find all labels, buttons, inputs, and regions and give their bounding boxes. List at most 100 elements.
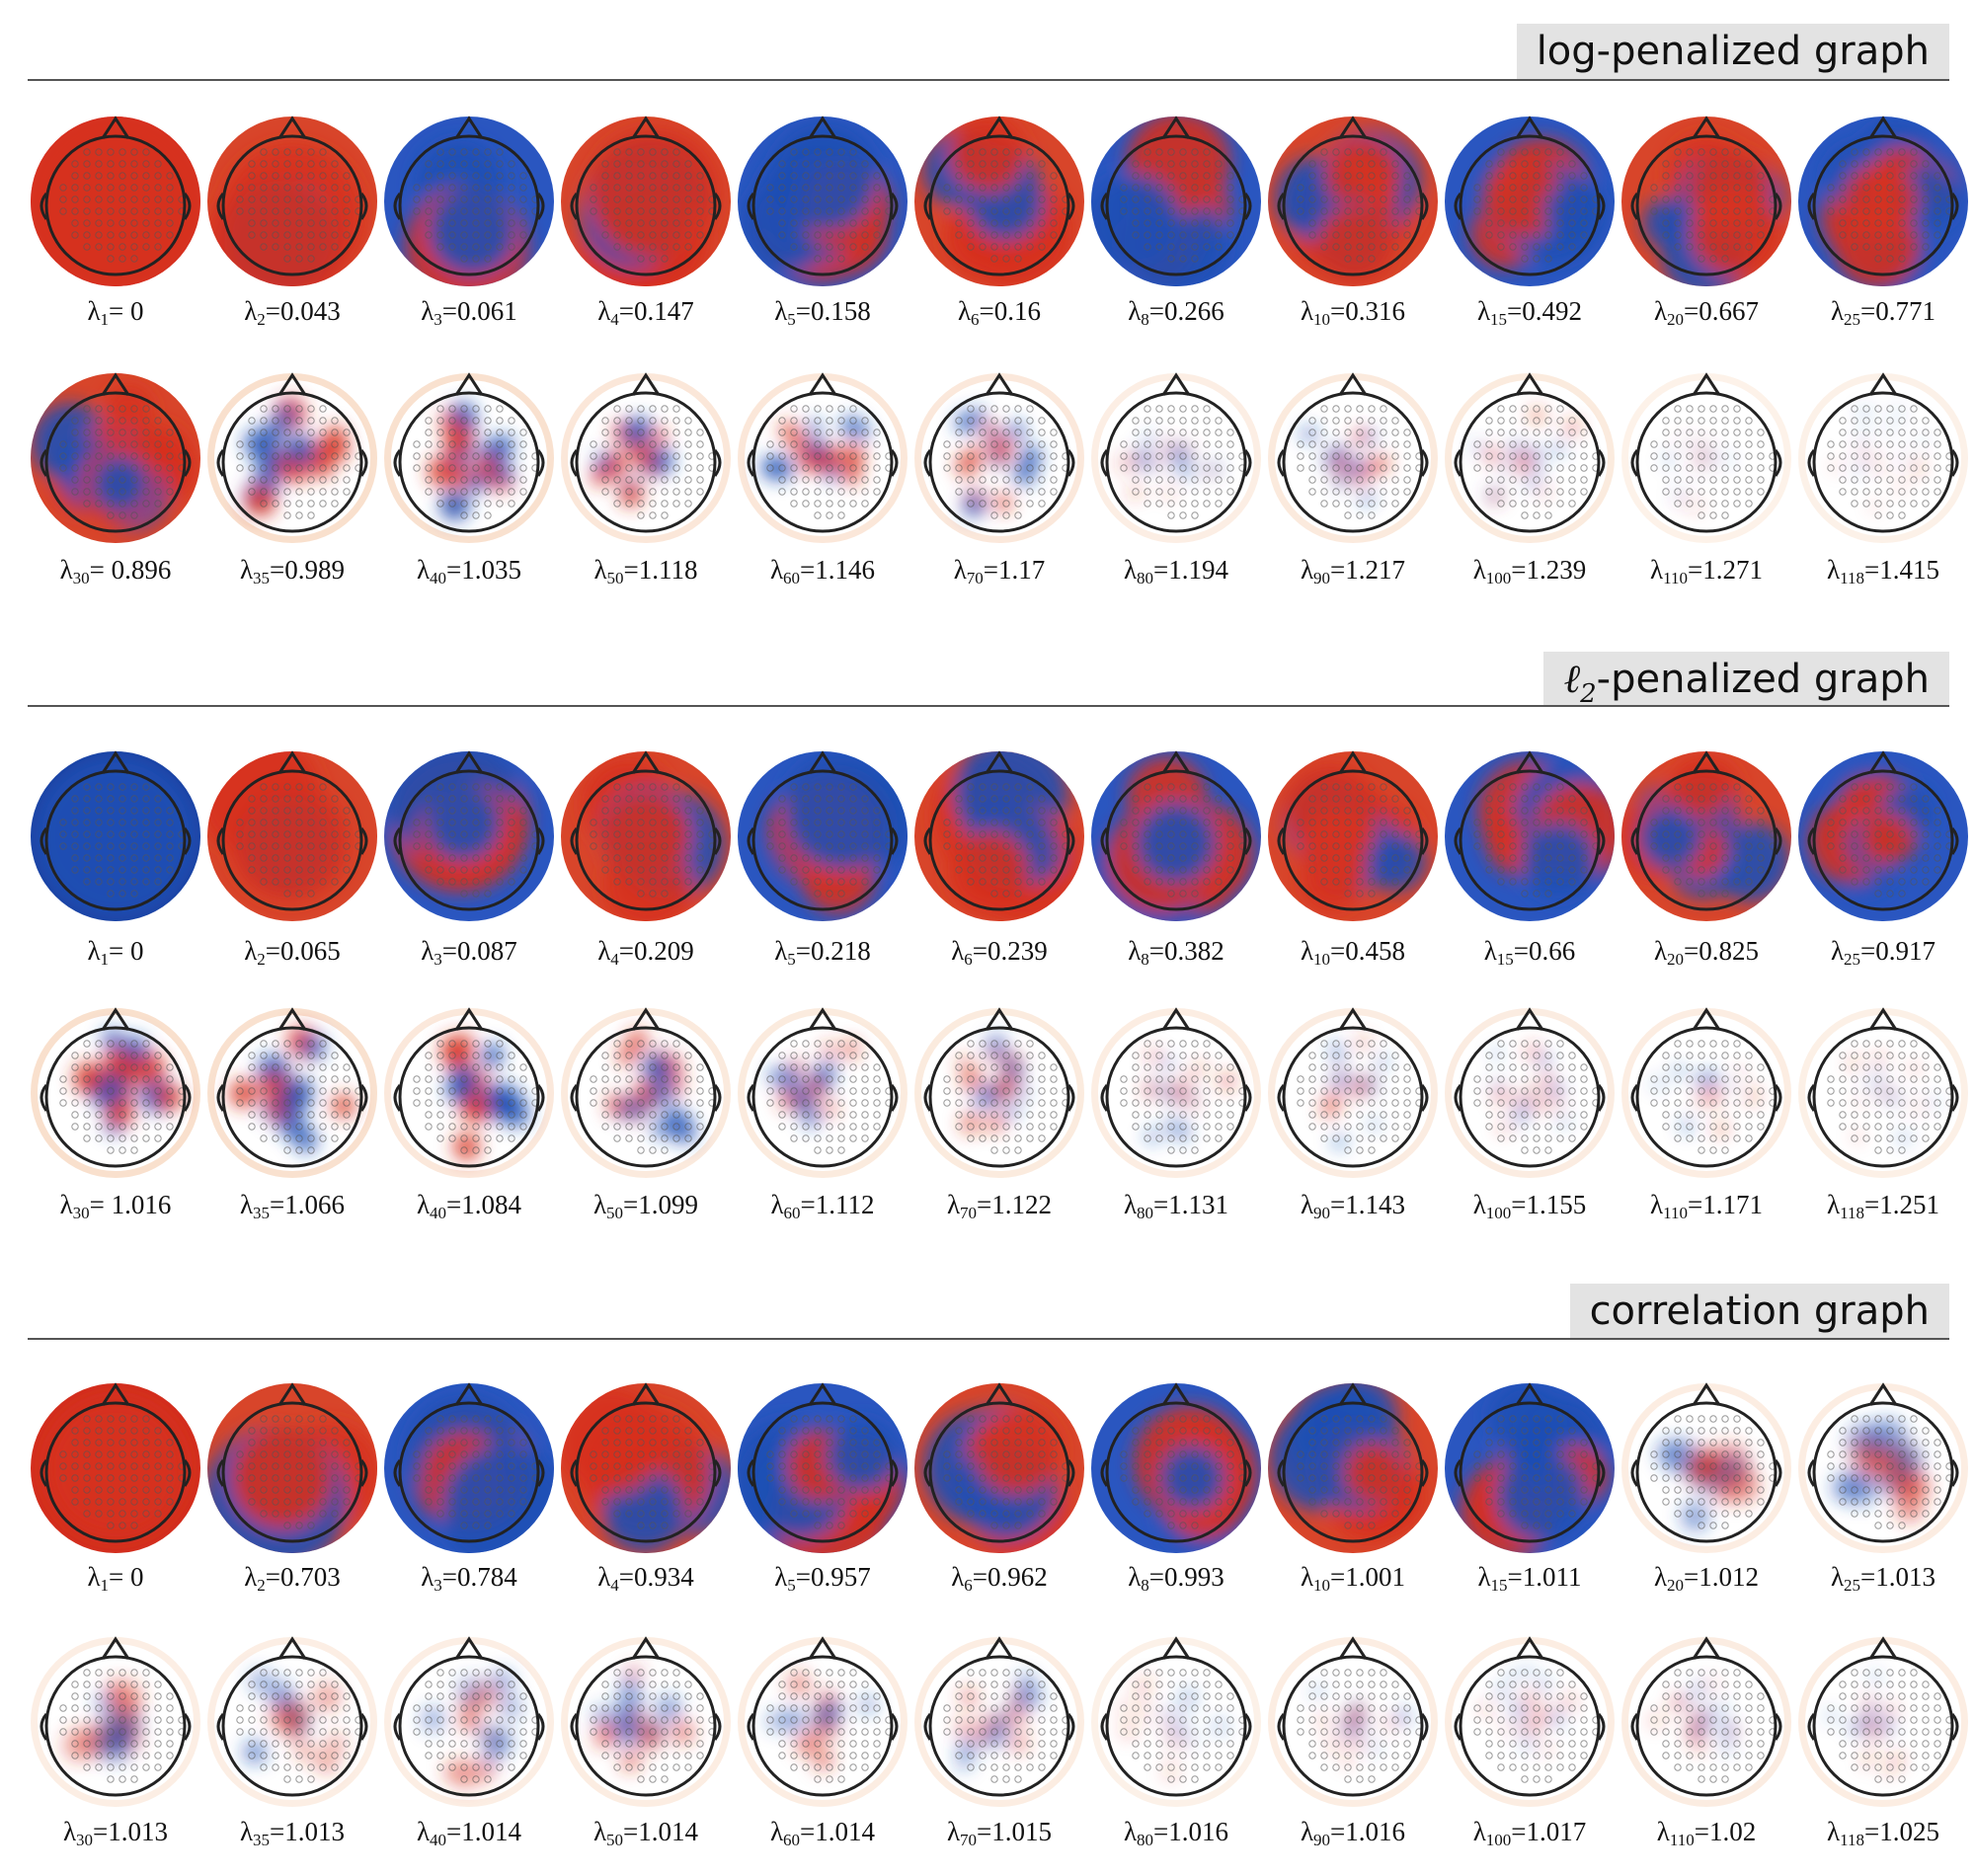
electrode <box>142 1099 150 1107</box>
electrode <box>649 1146 657 1154</box>
electrode <box>154 1462 162 1470</box>
electrode <box>118 807 126 815</box>
electrode <box>1380 207 1387 215</box>
electrode <box>955 819 963 826</box>
electrode <box>778 160 786 168</box>
electrode <box>83 1099 91 1107</box>
electrode <box>71 1450 79 1458</box>
electrode <box>472 866 480 874</box>
electrode <box>637 1063 645 1071</box>
negative-region <box>481 1044 505 1067</box>
electrode <box>1320 783 1328 791</box>
electrode <box>873 1063 881 1071</box>
electrode <box>71 207 79 215</box>
electrode <box>1391 429 1399 436</box>
electrode <box>1521 783 1529 791</box>
electrode <box>1144 866 1151 874</box>
electrode <box>1674 440 1682 448</box>
electrode <box>1332 488 1340 496</box>
electrode <box>283 842 291 850</box>
eigenvalue-label: λ6=0.16 <box>892 296 1107 330</box>
electrode <box>166 1087 174 1095</box>
electrode <box>990 405 998 413</box>
electrode <box>1155 1040 1163 1048</box>
electrode <box>661 172 669 180</box>
electrode <box>1344 231 1352 239</box>
electrode <box>496 1099 504 1107</box>
eigenvalue-label: λ40=1.035 <box>361 555 577 588</box>
electrode <box>649 866 657 874</box>
electrode <box>1580 476 1588 484</box>
right-ear-icon <box>359 1084 368 1112</box>
electrode <box>283 207 291 215</box>
electrode <box>1898 464 1906 472</box>
electrode <box>295 195 303 203</box>
electrode <box>613 1111 621 1119</box>
electrode <box>1380 476 1387 484</box>
electrode <box>343 184 351 192</box>
electrode <box>59 195 67 203</box>
electrode <box>1898 1146 1906 1154</box>
electrode <box>1544 1134 1552 1142</box>
electrode <box>955 195 963 203</box>
eigenvector-map <box>1795 367 1971 543</box>
electrode <box>1132 795 1140 803</box>
eigenvalue-index: 5 <box>787 310 796 329</box>
positive-region <box>637 450 654 467</box>
electrode <box>1686 795 1694 803</box>
lambda-symbol: λ <box>946 1190 961 1219</box>
electrode <box>637 1111 645 1119</box>
electrode <box>307 1052 315 1059</box>
electrode <box>1886 207 1894 215</box>
electrode <box>778 1111 786 1119</box>
electrode <box>307 1146 315 1154</box>
nose-icon <box>277 750 307 774</box>
electrode <box>448 464 456 472</box>
electrode <box>1179 1134 1187 1142</box>
electrode <box>107 1087 115 1095</box>
electrode <box>1674 1040 1682 1048</box>
electrode <box>1050 830 1058 838</box>
electrode <box>307 1474 315 1482</box>
electrode <box>1167 1063 1175 1071</box>
electrode <box>1002 890 1010 898</box>
electrode <box>1391 819 1399 826</box>
electrode <box>307 1087 315 1095</box>
electrode <box>1215 417 1223 425</box>
electrode <box>1356 243 1364 251</box>
head-outline <box>221 1026 363 1168</box>
electrode <box>283 464 291 472</box>
electrode <box>1733 1052 1741 1059</box>
electrode <box>154 1510 162 1518</box>
electrode <box>1874 830 1882 838</box>
electrode <box>837 1099 845 1107</box>
electrode <box>1733 1040 1741 1048</box>
electrode <box>508 1134 515 1142</box>
electrode <box>472 1099 480 1107</box>
electrode <box>1556 1063 1564 1071</box>
positive-region <box>1493 1089 1507 1103</box>
positive-region <box>1549 1095 1561 1107</box>
electrode <box>1038 452 1046 460</box>
electrode <box>625 1123 633 1131</box>
electrode <box>130 842 138 850</box>
electrode <box>248 1087 256 1095</box>
eigenvalue-value: = 1.016 <box>89 1190 172 1219</box>
electrode <box>1297 819 1304 826</box>
eigenvalue-value: =1.171 <box>1687 1190 1763 1219</box>
electrode <box>154 488 162 496</box>
scalp-topomap <box>561 1382 731 1553</box>
electrode <box>283 440 291 448</box>
eigenvalue-value: =0.989 <box>270 555 346 585</box>
electrode <box>979 1063 987 1071</box>
electrode <box>990 807 998 815</box>
electrode <box>166 819 174 826</box>
positive-region <box>1713 1122 1727 1136</box>
electrode <box>295 878 303 886</box>
electrode <box>1038 1111 1046 1119</box>
electrode <box>814 783 822 791</box>
electrode <box>142 842 150 850</box>
electrode <box>837 440 845 448</box>
electrode <box>1497 854 1505 862</box>
electrode <box>990 1146 998 1154</box>
